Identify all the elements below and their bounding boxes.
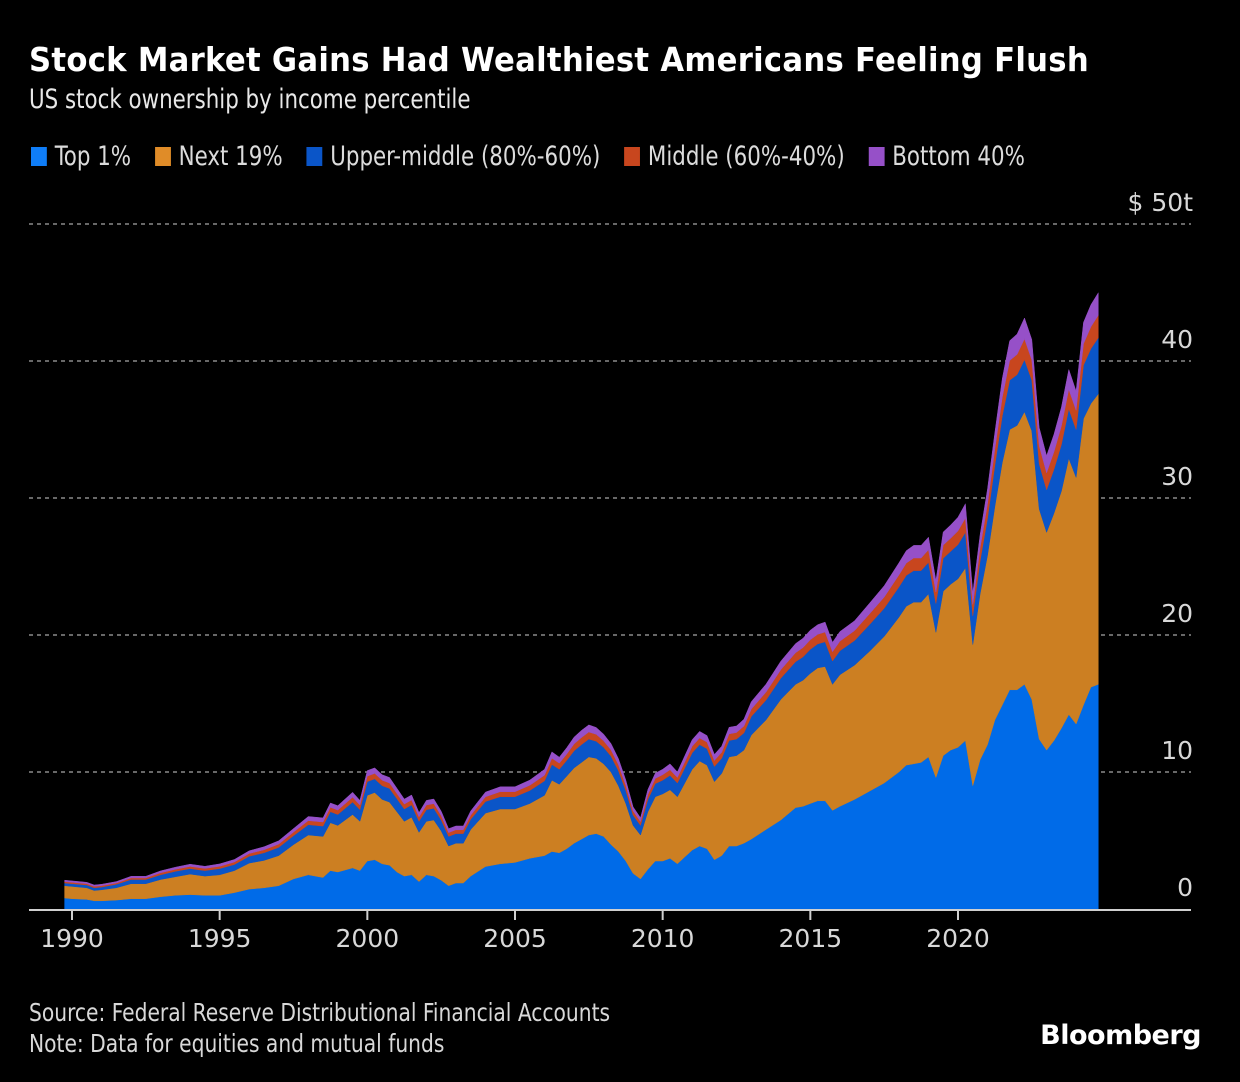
- x-tick-label: 2015: [779, 924, 843, 953]
- y-tick-label: 20: [1161, 599, 1193, 628]
- x-tick-label: 2005: [483, 924, 547, 953]
- y-tick-label: 40: [1161, 325, 1193, 354]
- x-tick-label: 1990: [40, 924, 104, 953]
- data-note: Note: Data for equities and mutual funds: [29, 1029, 445, 1058]
- legend-item-middle: Middle (60%-40%): [624, 141, 845, 172]
- x-tick-label: 2000: [336, 924, 400, 953]
- legend-item-upper-middle: Upper-middle (80%-60%): [306, 141, 600, 172]
- legend-label-top-1: Top 1%: [54, 141, 132, 172]
- bloomberg-logo: Bloomberg: [1040, 1020, 1201, 1051]
- x-tick-label: 2010: [631, 924, 695, 953]
- y-tick-label: 10: [1161, 736, 1193, 765]
- chart-title: Stock Market Gains Had Wealthiest Americ…: [29, 40, 1089, 79]
- legend-label-bottom-40: Bottom 40%: [892, 141, 1025, 172]
- legend: Top 1% Next 19% Upper-middle (80%-60%) M…: [31, 141, 1049, 172]
- legend-label-upper-middle: Upper-middle (80%-60%): [330, 141, 601, 172]
- area-bottom-40: [64, 291, 1099, 887]
- x-tick-label: 1995: [188, 924, 252, 953]
- legend-swatch-middle: [624, 147, 640, 166]
- source-note: Source: Federal Reserve Distributional F…: [29, 998, 611, 1027]
- axes: 0 10 20 30 40 $ 50t 1990 1995 2000 2005 2010 2015 20…: [29, 188, 1193, 953]
- legend-swatch-upper-middle: [306, 147, 323, 166]
- x-tick-label: 2020: [926, 924, 990, 953]
- y-tick-label: $ 50t: [1128, 188, 1194, 217]
- area-series: [64, 291, 1099, 910]
- footer: Source: Federal Reserve Distributional F…: [29, 997, 610, 1059]
- legend-label-next-19: Next 19%: [178, 141, 283, 172]
- legend-item-top-1: Top 1%: [31, 141, 131, 172]
- legend-swatch-top-1: [31, 147, 47, 166]
- y-tick-label: 30: [1161, 462, 1193, 491]
- y-tick-label: 0: [1177, 873, 1193, 902]
- chart-subtitle: US stock ownership by income percentile: [29, 84, 471, 115]
- legend-label-middle: Middle (60%-40%): [647, 141, 845, 172]
- legend-swatch-bottom-40: [868, 147, 885, 166]
- legend-item-next-19: Next 19%: [154, 141, 283, 172]
- legend-item-bottom-40: Bottom 40%: [868, 141, 1025, 172]
- legend-swatch-next-19: [154, 147, 171, 166]
